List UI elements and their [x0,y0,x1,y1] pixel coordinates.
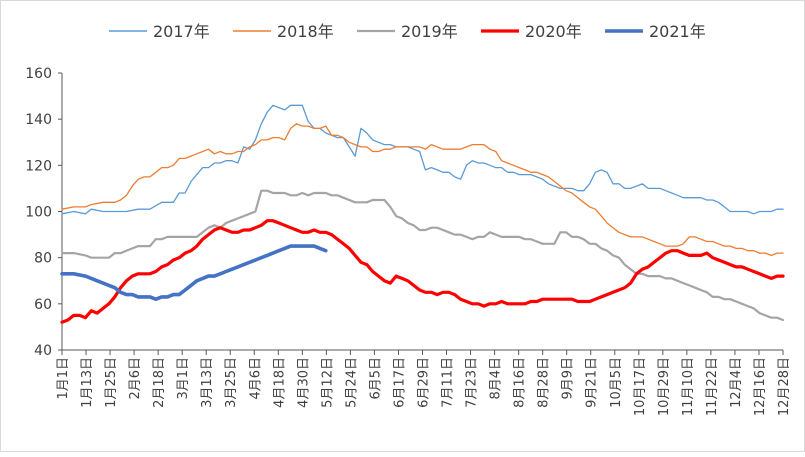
x-tick-label: 12月28日 [777,357,792,416]
x-tick-label: 11月10日 [681,357,696,416]
x-tick-label: 9月21日 [585,357,600,408]
legend-label: 2021年 [649,22,706,41]
x-tick-label: 3月13日 [200,357,215,408]
x-tick-label: 8月4日 [489,357,504,400]
x-tick-label: 1月25日 [104,357,119,408]
y-tick-label: 80 [34,251,52,267]
series-line-3 [60,189,785,322]
x-tick-label: 7月11日 [441,357,456,408]
x-tick-label: 7月23日 [465,357,480,408]
series-line-1 [61,104,784,215]
legend-label: 2018年 [277,22,334,41]
series-line-5 [60,244,328,301]
y-tick-label: 40 [34,343,52,359]
x-tick-label: 2月6日 [128,357,143,400]
x-tick-label: 10月17日 [633,357,648,416]
y-axis: 40 60 80 100 120 140 160 [25,66,63,359]
legend: 2017年 2018年 2019年 2020年 2021年 [109,22,706,41]
y-tick-label: 120 [25,158,52,174]
series-line-4 [60,219,785,324]
x-tick-label: 9月9日 [561,357,576,400]
legend-item: 2017年 [109,22,210,41]
x-tick-label: 2月18日 [152,357,167,408]
legend-label: 2019年 [401,22,458,41]
x-tick-label: 3月25日 [224,357,239,408]
x-tick-label: 10月29日 [657,357,672,416]
y-tick-label: 60 [34,297,52,313]
y-tick-label: 160 [25,66,52,82]
x-tick-label: 1月1日 [56,357,71,400]
legend-item: 2019年 [357,22,458,41]
x-tick-label: 6月5日 [368,357,383,400]
x-tick-label: 1月13日 [80,357,95,408]
x-axis: 1月1日 1月13日 1月25日 2月6日 2月18日 3月1日 3月13日 3月25日 4月6… [56,349,792,416]
x-tick-label: 10月5日 [609,357,624,408]
x-tick-label: 11月22日 [705,357,720,416]
legend-item: 2020年 [481,22,582,41]
x-tick-label: 8月16日 [513,357,528,408]
legend-label: 2017年 [153,22,210,41]
x-tick-label: 6月29日 [417,357,432,408]
y-tick-label: 100 [25,205,52,221]
series-line-2 [61,123,784,257]
x-tick-label: 12月4日 [729,357,744,408]
x-tick-label: 4月30日 [296,357,311,408]
x-tick-label: 4月6日 [248,357,263,400]
x-tick-label: 12月16日 [753,357,768,416]
x-tick-label: 5月12日 [320,357,335,408]
legend-item: 2018年 [233,22,334,41]
y-tick-label: 140 [25,112,52,128]
legend-item: 2021年 [605,22,706,41]
x-tick-label: 3月1日 [176,357,191,400]
x-tick-label: 5月24日 [344,357,359,408]
x-tick-label: 6月17日 [392,357,407,408]
plot-area [60,104,785,324]
x-tick-label: 8月28日 [537,357,552,408]
x-tick-label: 4月18日 [272,357,287,408]
legend-label: 2020年 [525,22,582,41]
